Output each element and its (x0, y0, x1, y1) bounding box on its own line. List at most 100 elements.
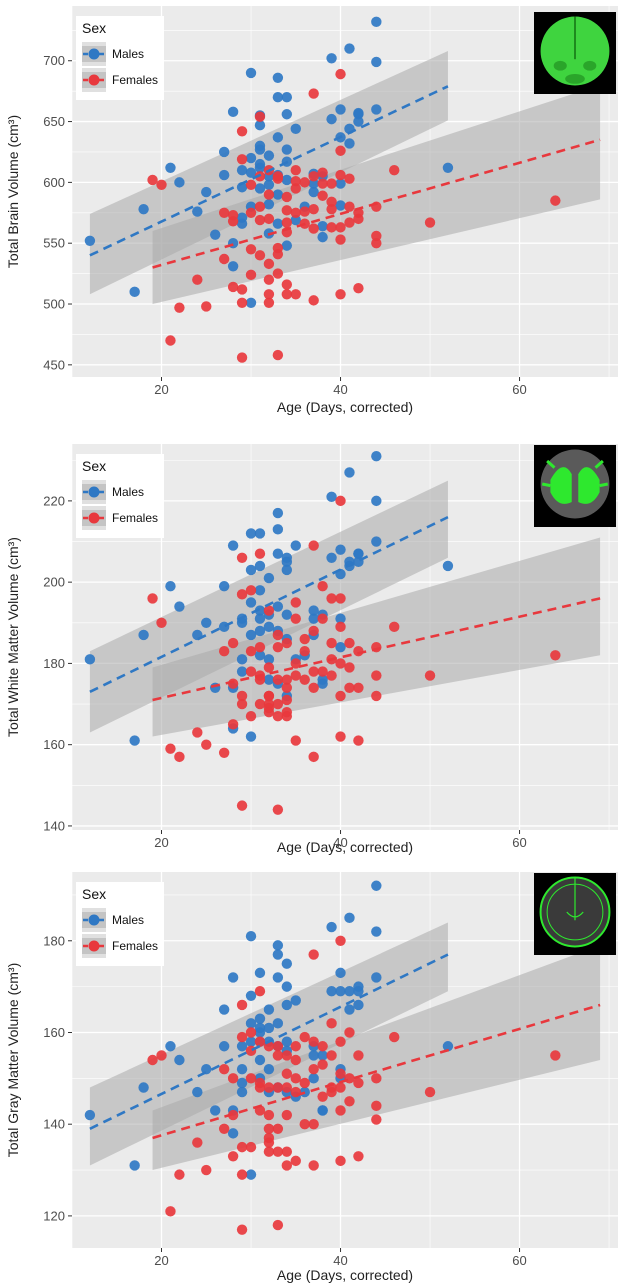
data-point (147, 174, 158, 186)
data-point (254, 214, 266, 226)
data-point (174, 1169, 185, 1180)
data-point (263, 662, 275, 673)
data-point (335, 544, 346, 555)
data-point (174, 1054, 185, 1066)
data-point (281, 144, 293, 155)
data-point (290, 735, 301, 746)
data-point (201, 617, 212, 628)
data-point (281, 609, 293, 620)
data-point (263, 297, 275, 308)
data-point (227, 719, 239, 730)
data-point (272, 72, 284, 83)
x-tick-label: 40 (333, 835, 347, 850)
data-point (317, 190, 328, 201)
data-point (254, 1013, 266, 1024)
data-point (308, 203, 319, 215)
data-point (353, 986, 364, 997)
data-point (201, 1164, 212, 1176)
data-point (442, 560, 454, 572)
x-tick-label: 20 (154, 835, 168, 850)
data-point (281, 217, 293, 228)
data-point (371, 230, 382, 242)
data-point (424, 1086, 436, 1098)
data-point (326, 1018, 337, 1029)
data-point (281, 1050, 293, 1061)
data-point (353, 109, 364, 120)
legend-label-males: Males (112, 485, 144, 499)
data-point (326, 113, 337, 125)
data-point (371, 1073, 382, 1084)
data-point (550, 1050, 561, 1061)
data-point (254, 986, 266, 997)
data-point (138, 203, 149, 215)
data-point (272, 507, 284, 519)
data-point (84, 654, 96, 665)
data-point (236, 1141, 248, 1153)
data-point (174, 751, 185, 763)
data-point (227, 281, 239, 293)
data-point (263, 1137, 275, 1148)
data-point (201, 739, 212, 750)
data-point (344, 138, 355, 149)
data-point (192, 206, 203, 217)
data-point (317, 231, 328, 243)
data-point (218, 747, 230, 758)
data-point (344, 637, 355, 649)
data-point (174, 601, 185, 612)
data-point (335, 234, 346, 245)
data-point (254, 641, 266, 653)
data-point (245, 646, 257, 657)
y-axis: 120 140 160 180 (43, 933, 72, 1223)
data-point (272, 1050, 284, 1061)
data-point (344, 173, 355, 184)
data-point (290, 1054, 301, 1066)
data-point (344, 43, 355, 54)
data-point (326, 53, 337, 64)
data-point (245, 1036, 257, 1047)
data-point (335, 1155, 346, 1167)
data-point (371, 926, 382, 937)
data-point (236, 552, 248, 563)
data-point (165, 335, 176, 346)
legend-key-point (88, 486, 100, 498)
data-point (129, 1160, 140, 1171)
data-point (236, 1224, 248, 1235)
data-point (263, 1022, 275, 1034)
data-point (299, 633, 310, 645)
data-point (218, 646, 230, 657)
data-point (281, 564, 293, 576)
data-point (272, 218, 284, 229)
legend-title: Sex (82, 20, 106, 36)
data-point (317, 167, 328, 178)
data-point (272, 349, 284, 361)
x-tick-label: 60 (512, 1253, 526, 1268)
data-point (317, 666, 328, 677)
data-point (290, 540, 301, 551)
data-point (317, 1105, 328, 1116)
data-point (272, 173, 284, 184)
data-point (344, 1073, 355, 1084)
data-point (165, 1206, 176, 1217)
data-point (290, 214, 301, 226)
data-point (236, 218, 248, 229)
data-point (245, 167, 257, 178)
data-point (218, 207, 230, 218)
data-point (218, 1041, 230, 1052)
data-point (281, 205, 293, 216)
data-point (344, 1027, 355, 1038)
x-axis: 20 40 60 (154, 377, 527, 397)
confidence-band-females (152, 537, 601, 737)
data-point (335, 967, 346, 979)
data-point (550, 195, 561, 206)
data-point (335, 986, 346, 997)
data-point (201, 186, 212, 198)
data-point (281, 240, 293, 251)
data-point (263, 1063, 275, 1075)
data-point (254, 1027, 266, 1038)
data-point (326, 1050, 337, 1061)
data-point (335, 935, 346, 946)
data-point (371, 16, 382, 28)
data-point (272, 641, 284, 653)
data-point (442, 1041, 454, 1052)
data-point (263, 1004, 275, 1015)
